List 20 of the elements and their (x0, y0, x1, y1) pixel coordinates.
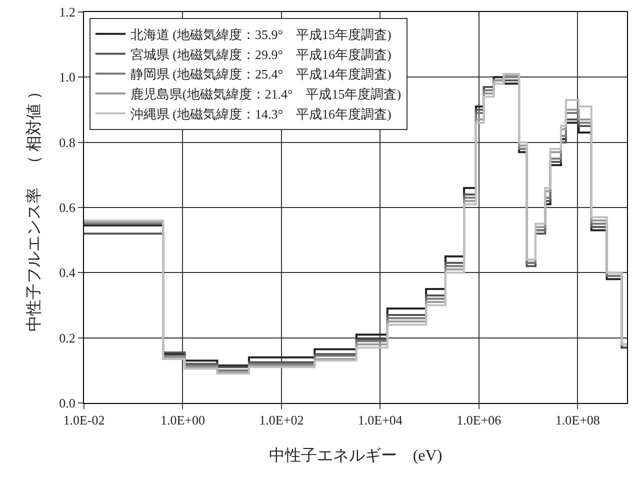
x-tick-label: 1.0E+06 (456, 412, 502, 428)
legend-label: 鹿児島県(地磁気緯度：21.4° 平成15年度調査) (130, 86, 402, 102)
x-tick-label: 1.0E+08 (555, 412, 600, 428)
y-tick-label: 0.6 (59, 200, 76, 216)
legend-label: 宮城県 (地磁気緯度：29.9° 平成16年度調査) (130, 46, 392, 62)
x-tick-label: 1.0E+00 (160, 412, 205, 428)
y-axis-title: 中性子フルエンス率 （ 相対値 ） (25, 84, 44, 332)
y-tick-label: 0.8 (59, 134, 76, 150)
y-tick-label: 1.0 (59, 70, 76, 85)
y-tick-label: 0.4 (59, 265, 76, 280)
legend-label: 沖縄県 (地磁気緯度：14.3° 平成16年度調査) (130, 106, 392, 122)
x-tick-label: 1.0E+04 (358, 412, 403, 428)
legend-label: 静岡県 (地磁気緯度：25.4° 平成14年度調査) (130, 66, 392, 82)
x-tick-label: 1.0E-02 (63, 412, 105, 428)
y-tick-label: 0.2 (59, 330, 76, 346)
x-axis-title: 中性子エネルギー (eV) (268, 446, 442, 464)
x-tick-label: 1.0E+02 (259, 412, 304, 428)
legend-label: 北海道 (地磁気緯度：35.9° 平成15年度調査) (130, 26, 392, 42)
y-tick-label: 0.0 (59, 396, 76, 411)
y-tick-label: 1.2 (59, 4, 76, 20)
